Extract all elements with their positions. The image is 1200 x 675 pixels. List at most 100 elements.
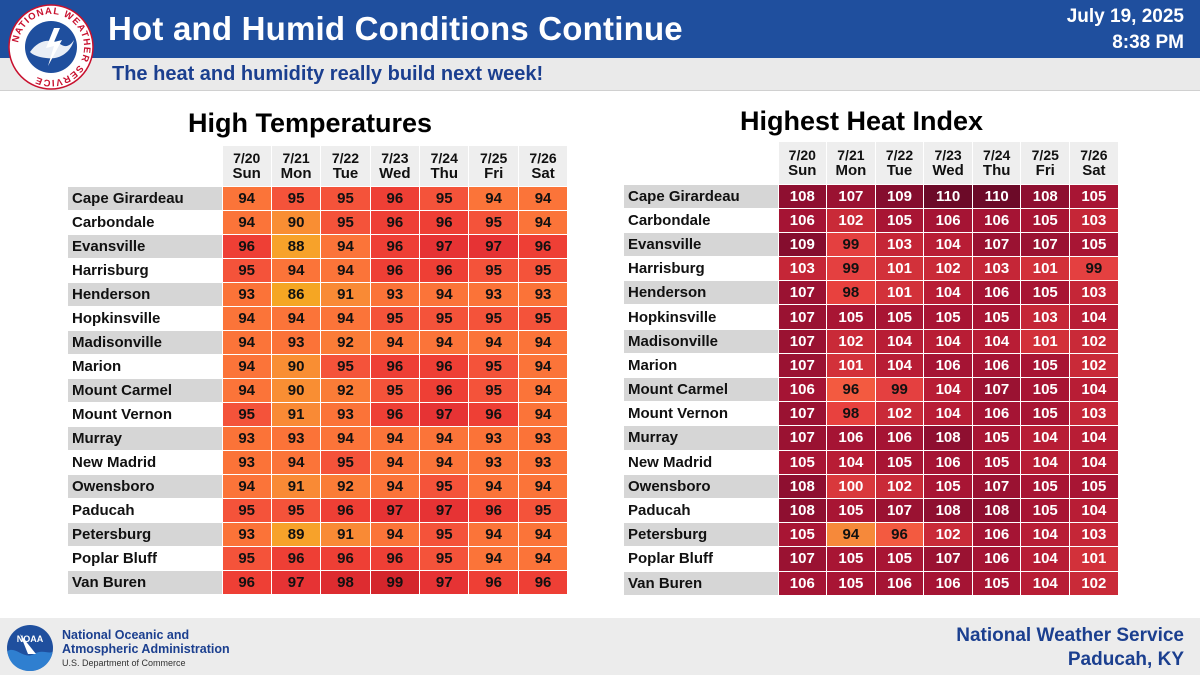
temp-day-label: Thu <box>430 164 459 182</box>
temp-value-cell: 94 <box>517 329 569 355</box>
temp-day-label: Tue <box>332 164 359 182</box>
temp-value-cell: 95 <box>320 449 371 475</box>
heat-value-cell: 106 <box>923 449 973 475</box>
heat-value-cell: 104 <box>1020 570 1071 596</box>
heat-value-cell: 105 <box>923 304 973 330</box>
heat-city-name: Paducah <box>624 497 778 524</box>
temp-value-cell: 96 <box>468 569 519 595</box>
heat-value-cell: 105 <box>1020 473 1071 499</box>
heat-value-cell: 102 <box>923 522 973 548</box>
temp-table-row: New Madrid 93 94 95 94 94 93 93 <box>68 449 569 475</box>
temp-value-cell: 95 <box>517 257 569 283</box>
heat-city-name: Poplar Bluff <box>624 546 778 572</box>
heat-table-row: Cape Girardeau 108 107 109 110 110 108 105 <box>624 183 1119 209</box>
temp-value-cell: 93 <box>468 425 519 451</box>
temp-column-header: 7/24 Thu <box>419 145 470 187</box>
heat-value-cell: 107 <box>971 231 1022 258</box>
heat-value-cell: 106 <box>971 401 1022 427</box>
heat-value-cell: 102 <box>1069 352 1119 379</box>
temp-city-name: Henderson <box>68 281 222 307</box>
heat-value-cell: 103 <box>1069 207 1119 233</box>
temp-city-name: Mount Vernon <box>68 401 222 427</box>
heat-value-cell: 108 <box>923 497 973 524</box>
temp-value-cell: 93 <box>221 449 272 475</box>
temp-value-cell: 94 <box>468 545 519 571</box>
temp-day-label: Fri <box>484 164 504 182</box>
temp-value-cell: 93 <box>517 425 569 451</box>
heat-value-cell: 107 <box>777 425 828 451</box>
heat-value-cell: 105 <box>874 546 925 572</box>
heat-value-cell: 104 <box>923 231 973 258</box>
heat-table-row: Paducah 108 105 107 108 108 105 104 <box>624 497 1119 524</box>
temp-value-cell: 93 <box>320 401 371 427</box>
temp-value-cell: 97 <box>369 497 421 523</box>
temp-city-name: Marion <box>68 353 222 379</box>
heat-value-cell: 106 <box>971 352 1022 379</box>
heat-value-cell: 105 <box>1020 376 1071 403</box>
temp-value-cell: 95 <box>221 257 272 283</box>
temp-value-cell: 96 <box>369 233 421 259</box>
temp-value-cell: 95 <box>270 185 322 211</box>
heat-value-cell: 103 <box>1069 401 1119 427</box>
temp-value-cell: 95 <box>517 497 569 523</box>
office-line-1: National Weather Service <box>956 625 1184 646</box>
heat-value-cell: 110 <box>923 183 973 209</box>
temp-table-row: Petersburg 93 89 91 94 95 94 94 <box>68 521 569 547</box>
temp-value-cell: 95 <box>270 497 322 523</box>
timestamp: July 19, 2025 8:38 PM <box>1067 4 1184 56</box>
heat-value-cell: 101 <box>1020 256 1071 282</box>
heat-value-cell: 104 <box>874 328 925 354</box>
heat-value-cell: 105 <box>1069 473 1119 499</box>
temp-value-cell: 93 <box>221 521 272 547</box>
temp-city-name: Cape Girardeau <box>68 185 222 211</box>
temp-value-cell: 96 <box>369 545 421 571</box>
heat-value-cell: 99 <box>826 256 876 282</box>
temp-city-name: New Madrid <box>68 449 222 475</box>
heat-value-cell: 104 <box>971 328 1022 354</box>
noaa-agency-text: National Oceanic and Atmospheric Adminis… <box>62 628 230 668</box>
temp-value-cell: 97 <box>270 569 322 595</box>
heat-table-row: Carbondale 106 102 105 106 106 105 103 <box>624 207 1119 233</box>
subtitle-bar <box>0 58 1200 91</box>
temp-value-cell: 95 <box>221 401 272 427</box>
temp-table-row: Murray 93 93 94 94 94 93 93 <box>68 425 569 451</box>
temp-city-name: Van Buren <box>68 569 222 595</box>
heat-day-label: Mon <box>835 161 867 179</box>
page-title: Hot and Humid Conditions Continue <box>108 10 683 47</box>
heat-value-cell: 104 <box>923 376 973 403</box>
temp-value-cell: 96 <box>369 185 421 211</box>
heat-value-cell: 104 <box>874 352 925 379</box>
heat-column-header: 7/20 Sun <box>777 141 828 185</box>
heat-column-header: 7/25 Fri <box>1020 141 1071 185</box>
heat-header-blank <box>624 142 778 185</box>
heat-value-cell: 105 <box>971 425 1022 451</box>
heat-value-cell: 107 <box>923 546 973 572</box>
heat-date-label: 7/24 <box>983 146 1011 163</box>
temp-value-cell: 91 <box>320 281 371 307</box>
temp-value-cell: 97 <box>468 233 519 259</box>
heat-value-cell: 101 <box>1020 328 1071 354</box>
temp-table-row: Paducah 95 95 96 97 97 96 95 <box>68 497 569 523</box>
heat-value-cell: 106 <box>971 522 1022 548</box>
temp-value-cell: 94 <box>369 449 421 475</box>
temp-value-cell: 94 <box>468 521 519 547</box>
heat-city-name: Cape Girardeau <box>624 183 778 209</box>
temp-value-cell: 94 <box>221 305 272 331</box>
temp-value-cell: 96 <box>468 497 519 523</box>
heat-panel-title: Highest Heat Index <box>740 106 984 136</box>
heat-day-label: Thu <box>982 161 1011 179</box>
heat-value-cell: 100 <box>826 473 876 499</box>
heat-value-cell: 105 <box>826 497 876 524</box>
temp-table-row: Carbondale 94 90 95 96 96 95 94 <box>68 209 569 235</box>
temp-city-name: Murray <box>68 425 222 451</box>
heat-column-header: 7/24 Thu <box>971 141 1022 185</box>
temp-value-cell: 94 <box>270 449 322 475</box>
heat-value-cell: 109 <box>777 231 828 258</box>
temp-value-cell: 95 <box>369 305 421 331</box>
heat-value-cell: 99 <box>826 231 876 258</box>
date-text: July 19, 2025 <box>1066 6 1184 27</box>
noaa-line-1: National Oceanic and <box>62 628 190 642</box>
heat-value-cell: 94 <box>826 522 876 548</box>
heat-value-cell: 102 <box>826 328 876 354</box>
temp-table-row: Cape Girardeau 94 95 95 96 95 94 94 <box>68 185 569 211</box>
